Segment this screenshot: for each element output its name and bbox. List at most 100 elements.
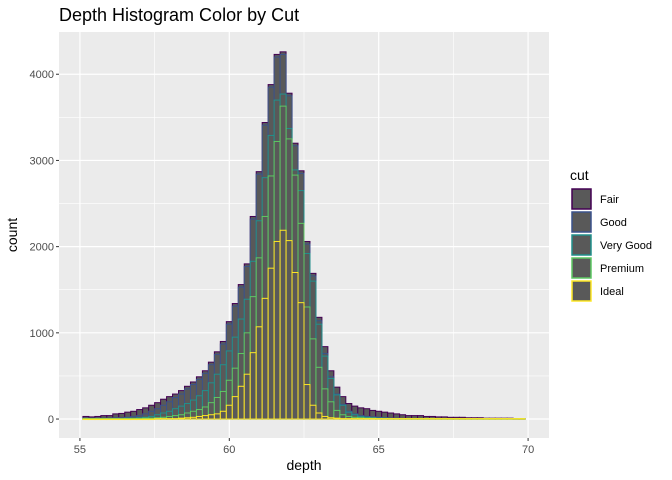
histogram-bar — [183, 417, 191, 420]
histogram-bar — [452, 418, 460, 420]
histogram-bar — [225, 404, 233, 420]
histogram-bar — [273, 240, 281, 420]
legend-key — [571, 211, 592, 233]
legend-key — [571, 188, 592, 210]
histogram-bar — [195, 415, 203, 420]
histogram-bar — [518, 418, 526, 420]
histogram-bars — [82, 51, 526, 421]
histogram-bar — [321, 388, 329, 420]
histogram-bar — [506, 418, 514, 420]
histogram-bar — [201, 415, 209, 420]
histogram-bar — [315, 412, 323, 420]
histogram-bar — [464, 418, 472, 420]
x-tick-label: 65 — [373, 444, 385, 456]
y-tick-label: 1000 — [30, 328, 54, 340]
histogram-bar — [261, 297, 269, 420]
legend-key — [571, 280, 592, 302]
x-axis-title: depth — [286, 457, 321, 473]
histogram-bar — [237, 385, 245, 420]
histogram-bar — [369, 418, 377, 420]
histogram-bar — [327, 417, 335, 420]
y-tick-label: 2000 — [30, 242, 54, 254]
histogram-bar — [178, 417, 185, 420]
x-tick-label: 60 — [223, 444, 235, 456]
histogram-bar — [411, 418, 419, 420]
histogram-bar — [333, 417, 341, 420]
histogram-bar — [231, 396, 239, 420]
legend: cut Fair Good Very Good Premium Ideal — [570, 167, 652, 302]
histogram-bar — [434, 418, 442, 420]
histogram-bar — [488, 418, 496, 420]
histogram-bar — [327, 401, 335, 420]
histogram-bar — [82, 418, 90, 421]
histogram-bar — [172, 418, 180, 420]
histogram-bar — [249, 352, 257, 420]
histogram-bar — [124, 418, 132, 421]
y-tick-label: 3000 — [30, 155, 54, 167]
x-tick-label: 70 — [522, 444, 534, 456]
histogram-bar — [297, 302, 305, 420]
histogram-bar — [351, 418, 359, 420]
histogram-bar — [470, 418, 478, 420]
histogram-bar — [428, 418, 436, 420]
histogram-bar — [399, 418, 407, 420]
histogram-bar — [154, 418, 162, 420]
histogram-bar — [112, 418, 120, 421]
histogram-bar — [423, 418, 430, 420]
legend-key — [571, 234, 592, 256]
histogram-bar — [106, 418, 114, 421]
histogram-bar — [219, 410, 227, 420]
histogram-bar — [136, 418, 144, 421]
histogram-bar — [405, 418, 413, 420]
chart-title: Depth Histogram Color by Cut — [59, 5, 299, 25]
histogram-bar — [375, 418, 383, 420]
histogram-bar — [512, 418, 520, 420]
histogram-bar — [166, 418, 174, 420]
legend-label: Very Good — [600, 240, 652, 252]
histogram-bar — [357, 418, 365, 420]
histogram-bar — [100, 418, 108, 421]
y-axis: 0 1000 2000 3000 4000 — [30, 69, 59, 426]
legend-label: Premium — [600, 263, 644, 275]
histogram-bar — [440, 418, 448, 420]
histogram-bar — [387, 418, 395, 420]
legend-key — [571, 257, 592, 279]
histogram-bar — [339, 418, 347, 420]
histogram-bar — [315, 366, 323, 420]
histogram-bar — [207, 414, 215, 420]
y-tick-label: 4000 — [30, 69, 54, 81]
histogram-bar — [279, 229, 287, 420]
histogram-bar — [130, 418, 138, 421]
legend-label: Good — [600, 217, 627, 229]
legend-title: cut — [570, 167, 589, 183]
histogram-bar — [255, 326, 263, 420]
histogram-bar — [476, 418, 484, 420]
histogram-bar — [363, 418, 371, 420]
histogram-bar — [148, 418, 156, 421]
y-tick-label: 0 — [48, 414, 54, 426]
histogram-bar — [345, 418, 353, 420]
histogram-bar — [267, 267, 275, 420]
histogram-bar — [303, 384, 311, 420]
histogram-bar — [321, 415, 329, 420]
histogram-bar — [189, 416, 197, 420]
bars-ideal — [82, 229, 526, 421]
histogram-bar — [160, 418, 168, 420]
histogram-bar — [494, 418, 502, 420]
legend-label: Ideal — [600, 286, 624, 298]
x-tick-label: 55 — [74, 444, 86, 456]
histogram-bar — [446, 418, 454, 420]
histogram-bar — [243, 373, 251, 420]
histogram-bar — [417, 418, 425, 420]
histogram-bar — [458, 418, 466, 420]
histogram-bar — [142, 418, 150, 421]
histogram-bar — [291, 271, 299, 420]
histogram-bar — [482, 418, 490, 420]
legend-label: Fair — [600, 194, 619, 206]
y-axis-title: count — [4, 218, 20, 252]
histogram-bar — [309, 404, 317, 420]
histogram-bar — [381, 418, 389, 420]
x-axis: 55 60 65 70 — [74, 438, 534, 456]
histogram-bar — [500, 418, 508, 420]
